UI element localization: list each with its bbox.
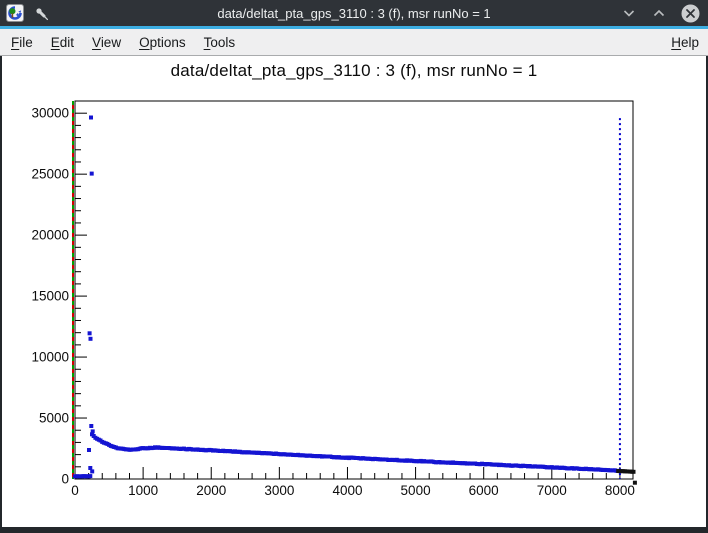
plot-frame xyxy=(74,100,634,480)
svg-text:6000: 6000 xyxy=(469,483,499,498)
window-title: data/deltat_pta_gps_3110 : 3 (f), msr ru… xyxy=(217,5,491,21)
menu-options[interactable]: Options xyxy=(139,34,186,50)
svg-text:8000: 8000 xyxy=(605,483,635,498)
window-accent-line xyxy=(0,26,708,29)
minimize-button[interactable] xyxy=(621,5,637,21)
menu-help[interactable]: Help xyxy=(671,34,699,50)
menu-file[interactable]: File xyxy=(11,34,33,50)
x-axis: 0 1000 2000 3000 4000 5000 6000 7000 8000 xyxy=(71,467,635,498)
svg-text:10000: 10000 xyxy=(31,350,69,365)
svg-text:7000: 7000 xyxy=(537,483,567,498)
svg-text:5000: 5000 xyxy=(401,483,431,498)
svg-text:20000: 20000 xyxy=(31,228,69,243)
svg-text:5000: 5000 xyxy=(39,411,69,426)
plot-title: data/deltat_pta_gps_3110 : 3 (f), msr ru… xyxy=(170,61,538,80)
pin-icon[interactable] xyxy=(34,6,49,21)
svg-text:15000: 15000 xyxy=(31,289,69,304)
svg-text:0: 0 xyxy=(61,472,69,487)
series-beyond-last-good-bin xyxy=(616,469,637,485)
svg-text:0: 0 xyxy=(71,483,79,498)
series-pre-t0-background xyxy=(73,474,93,479)
svg-text:3000: 3000 xyxy=(264,483,294,498)
close-button[interactable] xyxy=(681,4,700,23)
menu-view[interactable]: View xyxy=(92,34,122,50)
plot-canvas[interactable]: data/deltat_pta_gps_3110 : 3 (f), msr ru… xyxy=(2,56,706,527)
svg-text:30000: 30000 xyxy=(31,106,69,121)
menubar: File Edit View Options Tools Help xyxy=(0,29,708,56)
root-app-icon[interactable] xyxy=(6,4,24,22)
maximize-button[interactable] xyxy=(651,5,667,21)
titlebar[interactable]: data/deltat_pta_gps_3110 : 3 (f), msr ru… xyxy=(0,0,708,26)
svg-text:4000: 4000 xyxy=(332,483,362,498)
y-axis: 0 5000 10000 15000 20000 25000 30000 xyxy=(31,100,87,487)
series-decay-histogram xyxy=(90,432,619,473)
series-t0-spike-outliers xyxy=(87,115,95,474)
svg-text:25000: 25000 xyxy=(31,167,69,182)
menu-edit[interactable]: Edit xyxy=(50,34,75,50)
histogram-plot[interactable]: 0 1000 2000 3000 4000 5000 6000 7000 8000 0 5000 10… xyxy=(2,56,706,527)
svg-text:2000: 2000 xyxy=(196,483,226,498)
menu-tools[interactable]: Tools xyxy=(203,34,236,50)
svg-text:1000: 1000 xyxy=(128,483,158,498)
